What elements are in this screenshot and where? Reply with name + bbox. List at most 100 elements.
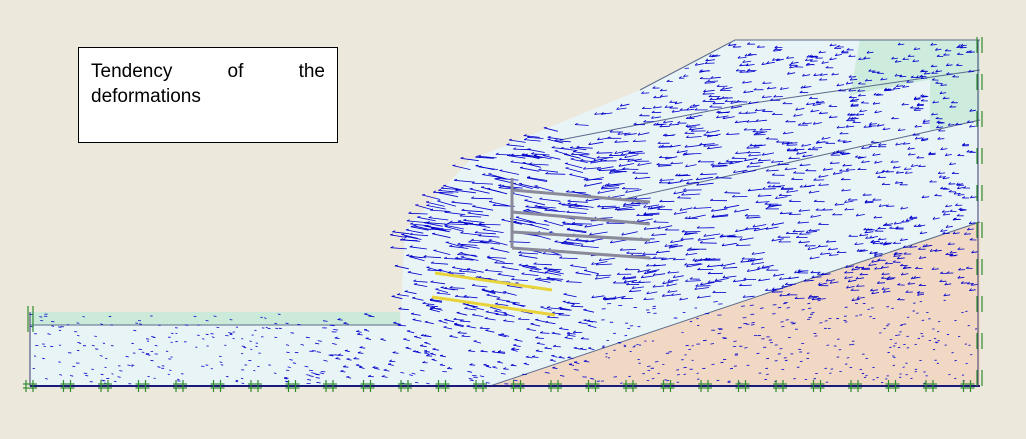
displacement-arrowhead (661, 257, 664, 261)
displacement-arrow (574, 124, 589, 126)
displacement-arrowhead (622, 276, 626, 279)
displacement-arrowhead (626, 251, 630, 254)
displacement-arrow (512, 183, 533, 190)
displacement-arrowhead (748, 52, 752, 55)
displacement-arrow (750, 324, 755, 326)
displacement-arrowhead (753, 87, 757, 91)
displacement-arrow (562, 223, 584, 226)
displacement-arrowhead (518, 263, 522, 266)
displacement-arrow (711, 208, 728, 212)
displacement-arrowhead (796, 151, 799, 155)
displacement-arrow (686, 108, 695, 111)
displacement-arrowhead (905, 218, 909, 222)
displacement-arrowhead (749, 161, 753, 165)
displacement-arrowhead (583, 166, 586, 170)
displacement-arrow (438, 320, 448, 324)
displacement-arrowhead (818, 174, 821, 178)
displacement-arrow (850, 105, 859, 107)
displacement-arrow (731, 105, 742, 109)
displacement-arrowhead (863, 227, 867, 231)
displacement-arrowhead (402, 238, 406, 241)
displacement-arrow (792, 230, 805, 233)
displacement-arrowhead (543, 267, 547, 269)
displacement-arrowhead (742, 80, 745, 84)
displacement-arrowhead (704, 61, 708, 64)
displacement-arrow (545, 321, 556, 325)
displacement-arrowhead (389, 359, 393, 362)
displacement-arrowhead (886, 204, 889, 207)
displacement-arrow (604, 297, 617, 301)
displacement-arrowhead (775, 58, 779, 62)
displacement-arrow (414, 336, 422, 339)
displacement-arrowhead (631, 286, 635, 289)
displacement-arrow (444, 258, 463, 260)
displacement-arrow (397, 324, 407, 327)
displacement-arrowhead (542, 252, 546, 254)
displacement-arrow (585, 238, 604, 243)
displacement-arrow (273, 372, 277, 374)
displacement-arrowhead (459, 214, 463, 217)
displacement-arrow (546, 277, 564, 280)
displacement-arrow (930, 44, 937, 46)
displacement-arrowhead (897, 128, 901, 131)
displacement-arrow (872, 153, 881, 156)
displacement-arrowhead (852, 120, 856, 123)
displacement-arrow (455, 189, 476, 194)
displacement-arrow (547, 136, 564, 141)
displacement-arrowhead (367, 374, 371, 377)
displacement-arrow (751, 262, 764, 265)
displacement-arrow (777, 306, 782, 309)
displacement-arrow (539, 198, 561, 202)
displacement-arrowhead (749, 143, 753, 147)
displacement-arrow (813, 122, 822, 125)
displacement-arrow (597, 137, 612, 141)
displacement-arrow (735, 120, 747, 124)
displacement-arrow (894, 74, 902, 77)
displacement-arrowhead (774, 45, 778, 48)
displacement-arrowhead (528, 220, 532, 223)
displacement-arrowhead (922, 244, 926, 248)
displacement-arrow (800, 86, 809, 89)
displacement-arrow (748, 101, 759, 105)
displacement-arrow (622, 276, 637, 279)
displacement-arrowhead (343, 365, 347, 368)
displacement-arrow (801, 309, 805, 311)
displacement-arrow (584, 223, 604, 228)
displacement-arrow (499, 170, 519, 175)
displacement-arrow (821, 137, 831, 140)
displacement-arrow (971, 284, 978, 286)
displacement-arrow (412, 297, 424, 301)
displacement-arrow (875, 171, 884, 174)
tie-rod-1 (511, 188, 651, 204)
displacement-arrowhead (716, 110, 720, 113)
displacement-arrowhead (795, 65, 799, 68)
displacement-arrow (676, 374, 680, 376)
displacement-arrow (426, 205, 446, 210)
displacement-arrow (869, 316, 872, 318)
displacement-arrow (438, 192, 459, 198)
displacement-arrowhead (566, 238, 570, 240)
displacement-arrow (664, 134, 676, 137)
displacement-arrow (196, 334, 200, 336)
displacement-arrow (617, 132, 631, 135)
displacement-arrowhead (679, 108, 683, 111)
displacement-arrowhead (793, 113, 796, 117)
displacement-arrowhead (546, 276, 550, 279)
displacement-arrowhead (690, 129, 694, 132)
displacement-arrowhead (544, 208, 548, 211)
displacement-arrowhead (723, 205, 727, 209)
displacement-arrowhead (829, 57, 832, 61)
displacement-arrowhead (943, 53, 947, 56)
displacement-arrowhead (796, 235, 800, 238)
displacement-arrowhead (417, 216, 421, 218)
displacement-arrow (425, 201, 445, 207)
displacement-arrow (829, 44, 837, 47)
displacement-arrow (430, 262, 449, 265)
displacement-arrowhead (652, 273, 656, 276)
displacement-arrow (51, 325, 54, 327)
displacement-arrow (901, 273, 909, 276)
displacement-arrow (937, 122, 945, 124)
displacement-arrow (657, 164, 672, 167)
displacement-arrowhead (491, 350, 495, 353)
displacement-arrow (884, 242, 893, 244)
